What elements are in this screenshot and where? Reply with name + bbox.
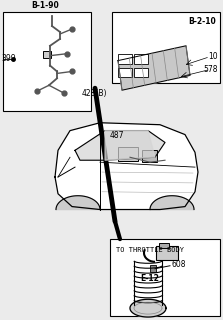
Text: 487: 487 xyxy=(110,131,124,140)
Bar xyxy=(3,12,91,111)
Polygon shape xyxy=(118,46,190,90)
Text: TO THROTTLE BODY: TO THROTTLE BODY xyxy=(116,247,184,253)
Text: B-2-10: B-2-10 xyxy=(188,17,216,26)
Bar xyxy=(156,246,178,260)
Text: 10: 10 xyxy=(208,52,218,61)
Bar xyxy=(112,12,220,83)
Text: 578: 578 xyxy=(204,65,218,74)
Text: 608: 608 xyxy=(171,260,186,269)
Bar xyxy=(134,68,148,77)
Polygon shape xyxy=(55,123,198,210)
Bar xyxy=(118,68,132,77)
Text: 399: 399 xyxy=(1,54,16,63)
Polygon shape xyxy=(105,131,155,160)
Bar xyxy=(43,51,51,58)
Polygon shape xyxy=(75,131,165,160)
Bar xyxy=(159,243,169,248)
Text: E-12: E-12 xyxy=(140,274,159,283)
Bar xyxy=(110,239,220,316)
Text: 428(B): 428(B) xyxy=(82,89,107,98)
Bar xyxy=(150,265,156,272)
Bar xyxy=(134,54,148,64)
Bar xyxy=(118,148,138,161)
Bar xyxy=(118,54,132,64)
Polygon shape xyxy=(56,196,100,210)
Polygon shape xyxy=(150,196,194,210)
Polygon shape xyxy=(130,299,166,317)
Bar xyxy=(108,130,115,137)
Bar xyxy=(142,150,157,162)
Text: B-1-90: B-1-90 xyxy=(31,1,59,10)
